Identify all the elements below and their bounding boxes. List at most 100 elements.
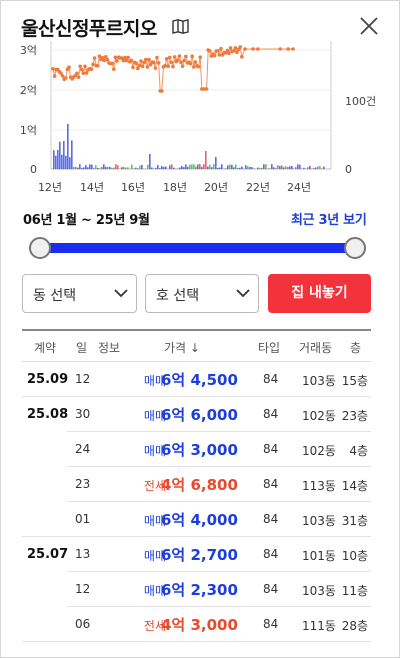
price: 6억 6,000 (161, 406, 238, 424)
ho-select-label: 호 선택 (156, 288, 200, 304)
volume-bar (237, 168, 239, 169)
header-area[interactable]: 타입 (258, 341, 281, 355)
price: 4억 3,000 (161, 616, 238, 634)
volume-bar (137, 168, 139, 169)
building: 103동 (302, 374, 336, 388)
contract-month: 25.09 (27, 372, 69, 387)
price-point (89, 67, 94, 72)
list-home-button[interactable]: 집 내놓기 (268, 274, 371, 313)
volume-bar (207, 166, 209, 169)
price-point (97, 54, 102, 58)
floor: 23층 (341, 409, 368, 423)
header-price[interactable]: 가격 ↓ (164, 341, 200, 355)
volume-bar (235, 164, 237, 169)
volume-bar (291, 165, 293, 169)
building: 103동 (302, 584, 336, 598)
area-type: 84 (263, 477, 279, 491)
price-point (113, 55, 118, 60)
header-floor[interactable]: 층 (350, 341, 362, 355)
deal-type: 전세 (143, 479, 166, 493)
price-point (76, 75, 81, 80)
deal-type: 매매 (143, 514, 166, 528)
volume-bar (227, 165, 229, 169)
price-line-segment (158, 62, 161, 92)
table-row[interactable]: 23 전세 4억 6,800 84 113동 14층 (22, 467, 371, 502)
price-point (233, 46, 238, 50)
volume-bar (85, 165, 87, 169)
volume-bar (239, 167, 241, 169)
table-row[interactable]: 24 매매 6억 3,000 84 102동 4층 (22, 432, 371, 467)
slider-handle-start[interactable] (29, 237, 51, 259)
date-range-slider[interactable] (39, 243, 355, 253)
volume-bar (93, 167, 95, 169)
volume-bar (81, 167, 83, 169)
table-row[interactable]: 25.08 30 매매 6억 6,000 84 102동 23층 (22, 397, 371, 432)
volume-bar (319, 166, 321, 169)
price-line-segment (206, 49, 209, 90)
header-info[interactable]: 정보 (98, 341, 121, 355)
volume-bar (205, 151, 207, 169)
price-point (136, 66, 140, 71)
deal-type: 매매 (143, 374, 166, 388)
header-contract[interactable]: 계약 (34, 341, 57, 355)
ho-select[interactable]: 호 선택 (145, 274, 259, 313)
volume-bar (185, 164, 187, 169)
y-tick-label: 2억 (20, 84, 37, 97)
volume-bar (91, 164, 93, 169)
price-line-segment (199, 57, 203, 90)
building: 101동 (302, 549, 336, 563)
transaction-table: 계약 일 정보 가격 ↓ 타입 거래동 층 25.09 12 매매 6억 4,500 8… (22, 329, 371, 642)
table-row[interactable]: 06 전세 4억 3,000 84 111동 28층 (22, 607, 371, 642)
contract-day: 13 (75, 547, 91, 561)
volume-bar (125, 167, 127, 169)
deal-type: 매매 (143, 584, 166, 598)
y-right-tick-label: 0 (345, 163, 352, 176)
volume-bar (67, 124, 69, 169)
volume-bar (233, 167, 235, 169)
volume-bar (221, 164, 223, 169)
volume-bar (171, 164, 173, 169)
volume-bar (83, 167, 85, 169)
volume-bar (277, 165, 279, 169)
deal-type: 매매 (143, 549, 166, 563)
building: 102동 (302, 409, 336, 423)
price-point (105, 57, 110, 62)
area-type: 84 (263, 442, 279, 456)
price-points (51, 45, 295, 93)
price-point (60, 74, 65, 78)
volume-bar (159, 168, 161, 169)
price-line-segment (191, 56, 195, 68)
slider-handle-end[interactable] (344, 237, 366, 259)
volume-bar (121, 167, 123, 169)
volume-bar (265, 164, 267, 169)
header-day[interactable]: 일 (76, 341, 88, 355)
map-icon[interactable] (172, 19, 189, 34)
price: 4억 6,800 (161, 476, 238, 494)
table-row[interactable]: 01 매매 6억 4,000 84 103동 31층 (22, 502, 371, 537)
volume-bar (193, 164, 195, 169)
table-row[interactable]: 12 매매 6억 2,300 84 103동 11층 (22, 572, 371, 607)
volume-bar (57, 149, 59, 169)
floor: 31층 (341, 514, 368, 528)
table-row[interactable]: 25.07 13 매매 6억 2,700 84 101동 10층 (22, 537, 371, 572)
volume-bar (323, 166, 325, 169)
header-building[interactable]: 거래동 (299, 341, 333, 355)
row-divider (67, 571, 371, 572)
x-tick-label: 14년 (80, 181, 104, 194)
y-tick-label: 3억 (20, 44, 37, 57)
price-point (92, 56, 97, 60)
close-icon[interactable] (357, 14, 381, 38)
volume-bar (115, 164, 117, 169)
volume-bar (199, 164, 201, 169)
y-right-tick-label: 100건 (345, 95, 376, 108)
price-point (91, 62, 95, 67)
table-row[interactable]: 25.09 12 매매 6억 4,500 84 103동 15층 (22, 362, 371, 397)
price: 6억 2,700 (161, 546, 238, 564)
price: 6억 4,000 (161, 511, 238, 529)
dong-select[interactable]: 동 선택 (22, 274, 137, 313)
volume-bar (147, 164, 149, 169)
volume-bar (169, 165, 171, 169)
volume-bar (281, 165, 283, 169)
recent-3-years-button[interactable]: 최근 3년 보기 (291, 213, 367, 228)
